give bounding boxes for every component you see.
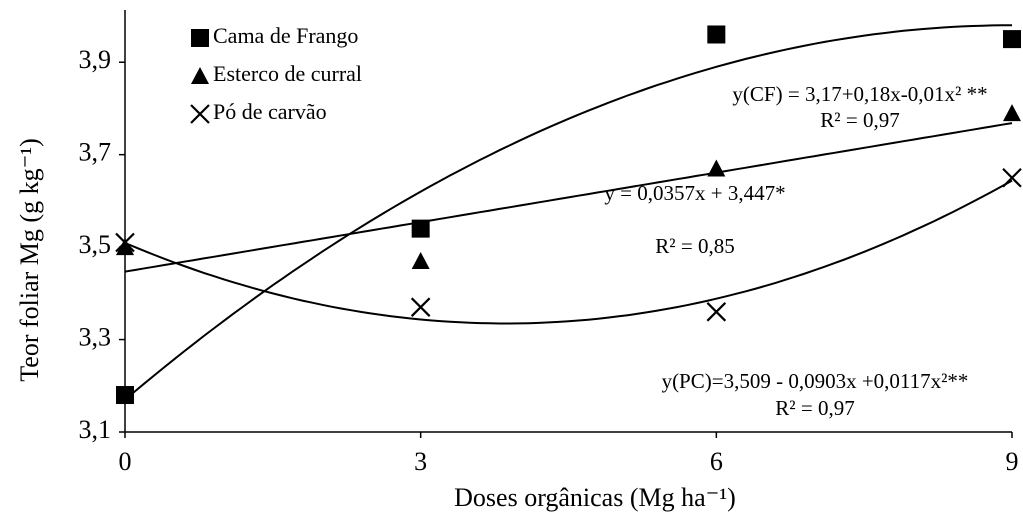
x-axis-title: Doses orgânicas (Mg ha⁻¹)	[454, 483, 736, 512]
legend-label: Pó de carvão	[213, 99, 327, 124]
y-tick-label: 3,3	[79, 323, 112, 352]
equation: y = 0,0357x + 3,447*	[604, 181, 785, 205]
y-axis-title: Teor foliar Mg (g kg⁻¹)	[15, 138, 44, 382]
trendline	[124, 179, 1013, 325]
marker-triangle	[707, 159, 726, 177]
marker-x	[1002, 168, 1022, 188]
legend-label: Cama de Frango	[213, 23, 358, 48]
marker-square	[1003, 30, 1021, 49]
legend-label: Esterco de curral	[213, 61, 362, 86]
equation: y(CF) = 3,17+0,18x-0,01x² **	[732, 82, 987, 106]
y-tick-label: 3,5	[79, 230, 112, 259]
marker-triangle	[116, 238, 134, 256]
x-tick-label: 6	[710, 447, 723, 476]
marker-x	[410, 297, 431, 317]
marker-triangle	[1003, 104, 1021, 122]
marker-square	[191, 29, 209, 47]
r-squared: R² = 0,97	[775, 396, 854, 420]
marker-x	[190, 104, 210, 124]
x-tick-label: 3	[414, 447, 427, 476]
y-tick-label: 3,1	[79, 415, 112, 444]
r-squared: R² = 0,85	[655, 234, 734, 258]
trendline	[124, 122, 1013, 273]
y-tick-label: 3,9	[79, 45, 112, 74]
x-tick-label: 9	[1006, 447, 1019, 476]
equation: y(PC)=3,509 - 0,0903x +0,0117x²**	[662, 369, 969, 393]
marker-triangle	[411, 251, 430, 269]
y-tick-label: 3,7	[79, 138, 112, 167]
marker-square	[116, 386, 134, 405]
marker-square	[411, 219, 430, 238]
x-tick-label: 0	[119, 447, 132, 476]
r-squared: R² = 0,97	[820, 108, 899, 132]
marker-x	[706, 302, 727, 322]
marker-x	[115, 232, 135, 253]
marker-square	[707, 25, 726, 44]
trendline	[124, 24, 1013, 401]
marker-triangle	[191, 67, 209, 84]
